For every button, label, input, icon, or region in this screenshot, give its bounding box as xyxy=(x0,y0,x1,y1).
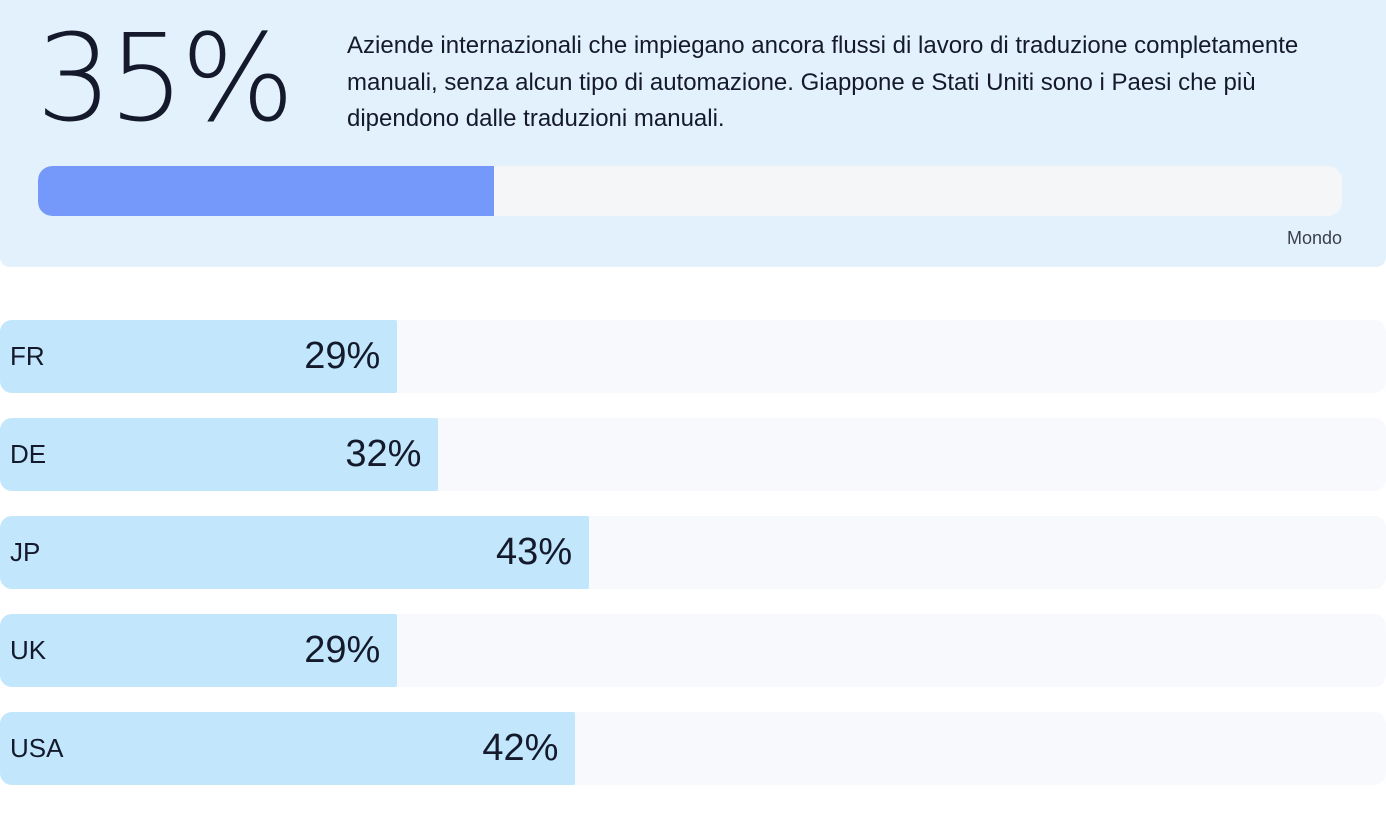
country-bar xyxy=(0,418,439,491)
country-value-label: 29% xyxy=(304,629,381,671)
country-bar xyxy=(0,320,398,393)
country-value-label: 43% xyxy=(496,531,573,573)
country-value-label: 42% xyxy=(482,727,559,769)
country-label: JP xyxy=(10,537,41,567)
country-label: UK xyxy=(10,635,47,665)
hero-percent: 35% xyxy=(36,10,295,149)
country-bar xyxy=(0,614,398,687)
country-label: USA xyxy=(10,733,64,763)
country-row: DE 32% xyxy=(0,418,1386,491)
country-row: FR 29% xyxy=(0,320,1386,393)
country-label: FR xyxy=(10,341,45,371)
country-bar xyxy=(0,516,590,589)
hero-card: 35% Aziende internazionali che impiegano… xyxy=(0,0,1386,267)
country-value-label: 32% xyxy=(345,433,422,475)
hero-description: Aziende internazionali che impiegano anc… xyxy=(347,32,1299,132)
country-row: UK 29% xyxy=(0,614,1386,687)
hero-bar-fill xyxy=(38,166,495,216)
country-value-label: 29% xyxy=(304,335,381,377)
country-label: DE xyxy=(10,439,47,469)
hero-bar-track xyxy=(38,166,1342,216)
country-bar xyxy=(0,712,576,785)
country-row: USA 42% xyxy=(0,712,1386,785)
hero-scope-label: Mondo xyxy=(1286,228,1342,248)
country-bar-chart: FR 29% DE 32% JP 43% UK 29% USA 42% xyxy=(0,320,1386,810)
country-row: JP 43% xyxy=(0,516,1386,589)
